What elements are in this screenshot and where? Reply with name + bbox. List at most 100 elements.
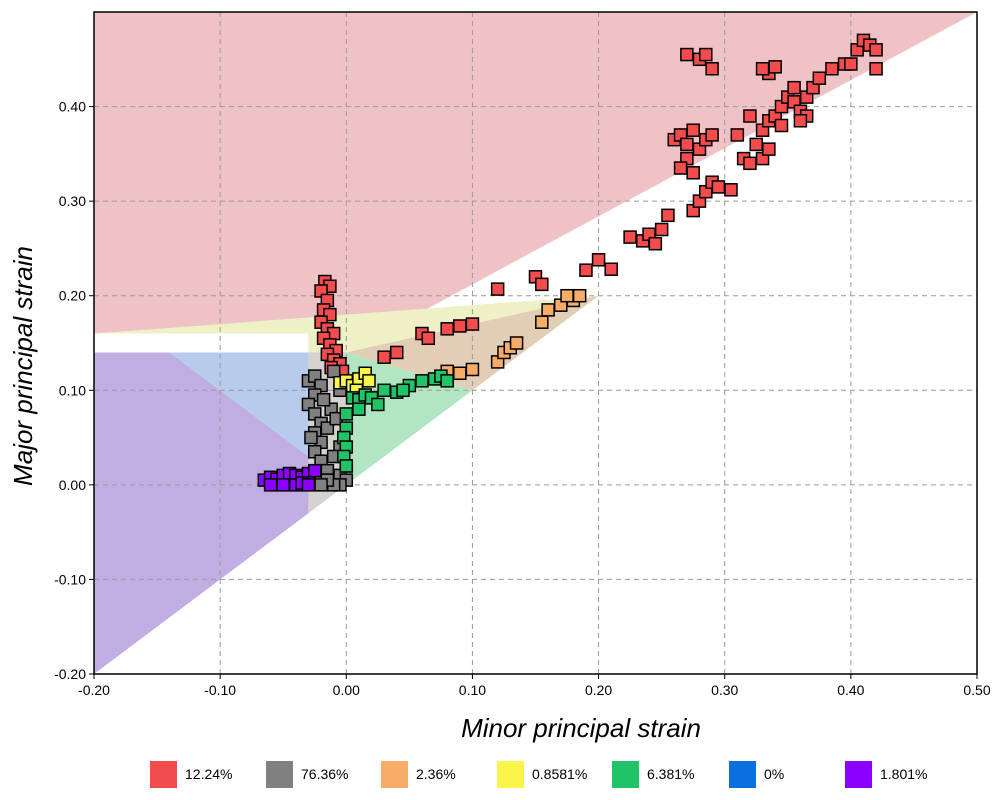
legend-item-gray: 76.36% — [266, 760, 348, 788]
x-tick-label: -0.10 — [204, 682, 236, 698]
point-gray — [314, 478, 328, 492]
x-tick-label: -0.20 — [78, 682, 110, 698]
point-orange — [465, 362, 480, 377]
point-purple — [263, 478, 278, 492]
point-yellow — [362, 374, 376, 388]
point-red — [440, 322, 454, 336]
x-tick-labels: -0.20 -0.10 0.00 0.10 0.20 0.30 0.40 0.50 — [78, 674, 991, 698]
point-red — [680, 47, 694, 62]
point-red — [755, 61, 770, 76]
point-purple — [276, 478, 290, 492]
point-orange — [535, 315, 549, 329]
legend-item-purple: 1.801% — [845, 760, 927, 788]
legend-swatch-blue — [729, 760, 756, 788]
point-green — [415, 374, 429, 388]
point-red — [825, 61, 839, 76]
point-red — [844, 57, 858, 71]
legend-label-gray: 76.36% — [301, 766, 349, 782]
point-red — [389, 345, 404, 360]
legend-item-orange: 2.36% — [381, 760, 456, 788]
point-red — [377, 350, 391, 364]
legend-label-green: 6.381% — [647, 766, 695, 782]
point-red — [869, 43, 883, 57]
y-tick-label: 0.40 — [59, 99, 86, 115]
point-green — [352, 402, 366, 416]
legend-swatch-purple — [845, 760, 872, 788]
point-red — [705, 61, 719, 76]
point-orange — [541, 303, 555, 317]
legend-swatch-green — [612, 760, 639, 788]
point-red — [749, 137, 763, 152]
point-red — [623, 230, 637, 244]
point-red — [793, 114, 808, 128]
point-red — [730, 128, 745, 142]
point-red — [453, 319, 467, 333]
legend-label-blue: 0% — [764, 766, 785, 782]
y-tick-label: 0.30 — [59, 193, 86, 209]
point-red — [535, 277, 549, 292]
legend-item-yellow: 0.8581% — [497, 760, 587, 788]
flc-chart: -0.20 -0.10 0.00 0.10 0.20 0.30 0.40 0.50 -0.20… — [8, 11, 991, 743]
point-green — [377, 383, 391, 398]
legend-item-green: 6.381% — [612, 760, 694, 788]
point-red — [768, 60, 782, 74]
legend-label-purple: 1.801% — [880, 766, 928, 782]
forming-regions — [94, 12, 977, 674]
y-tick-label: 0.20 — [59, 288, 86, 304]
point-red — [465, 317, 480, 331]
point-orange — [572, 288, 587, 303]
point-green — [371, 397, 385, 412]
y-tick-label: 0.10 — [59, 382, 86, 398]
point-red — [490, 282, 505, 296]
x-tick-label: 0.50 — [963, 682, 990, 698]
x-axis-title: Minor principal strain — [461, 713, 701, 743]
point-red — [812, 71, 827, 85]
y-tick-label: 0.00 — [59, 477, 86, 493]
point-red — [421, 331, 436, 346]
point-red — [680, 137, 694, 152]
region-crack — [94, 12, 977, 353]
point-red — [869, 61, 883, 76]
data-points — [257, 33, 883, 492]
point-green — [339, 459, 354, 473]
point-red — [604, 262, 618, 276]
y-tick-label: -0.20 — [54, 666, 86, 682]
y-tick-labels: -0.20 -0.10 0.00 0.10 0.20 0.30 0.40 — [54, 99, 94, 682]
region-wrinkle-tendency — [169, 352, 309, 457]
point-red — [711, 180, 726, 194]
x-tick-label: 0.30 — [711, 682, 738, 698]
legend-item-blue: 0% — [729, 760, 784, 788]
point-red — [787, 80, 801, 95]
point-orange — [453, 366, 467, 381]
point-red — [661, 208, 675, 223]
x-tick-label: 0.10 — [459, 682, 486, 698]
point-red — [705, 128, 719, 142]
point-green — [440, 374, 454, 388]
point-orange — [509, 336, 524, 350]
point-green — [396, 383, 410, 398]
x-tick-label: 0.00 — [333, 682, 360, 698]
legend-label-orange: 2.36% — [416, 766, 456, 782]
point-red — [591, 253, 606, 267]
plot-frame — [93, 11, 978, 675]
point-purple — [308, 463, 322, 478]
point-gray — [326, 364, 341, 379]
region-wrinkle — [94, 352, 309, 674]
point-red — [774, 118, 789, 133]
x-tick-label: 0.40 — [837, 682, 864, 698]
grid-lines — [94, 12, 977, 674]
point-red — [686, 166, 700, 180]
legend-label-red: 12.24% — [185, 766, 233, 782]
point-orange — [560, 288, 574, 303]
x-tick-label: 0.20 — [585, 682, 612, 698]
legend-swatch-yellow — [497, 760, 524, 788]
point-red — [579, 263, 593, 277]
point-red — [762, 142, 776, 156]
point-gray — [316, 392, 331, 407]
point-red — [654, 222, 669, 237]
legend-label-yellow: 0.8581% — [532, 766, 588, 782]
y-tick-label: -0.10 — [54, 571, 86, 587]
point-red — [648, 236, 663, 251]
point-red — [743, 156, 757, 171]
point-purple — [301, 478, 316, 492]
